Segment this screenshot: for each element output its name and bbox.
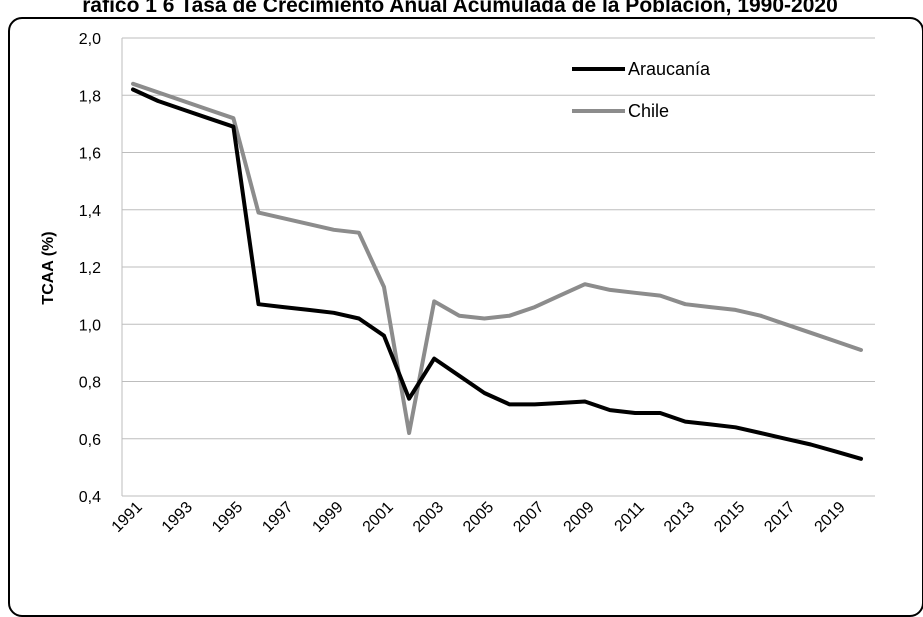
x-tick-label: 2005 (460, 499, 497, 536)
x-tick-label: 1999 (309, 499, 346, 536)
series-lines (131, 81, 863, 461)
series-line-2 (131, 81, 863, 435)
y-axis-ticks: 0,4 0,6 0,8 1,0 1,2 1,4 1,6 1,8 2,0 (79, 31, 101, 506)
x-tick-label: 2007 (510, 499, 547, 536)
x-tick-label: 2017 (761, 499, 798, 536)
x-axis-ticks: 1991 1993 1995 1997 1999 2001 2003 2005 2007 2009… (109, 499, 849, 536)
x-tick-label: 2013 (661, 499, 698, 536)
y-tick-label: 2,0 (79, 31, 101, 48)
y-tick-label: 1,6 (79, 146, 101, 163)
y-axis-title: TCAA (%) (40, 231, 57, 304)
y-tick-label: 0,8 (79, 375, 101, 392)
x-tick-label: 1993 (159, 499, 196, 536)
legend-label: Chile (628, 101, 669, 121)
gridlines (121, 37, 875, 497)
series-line-1 (131, 87, 863, 461)
x-tick-label: 2001 (360, 499, 397, 536)
x-tick-label: 1997 (259, 499, 296, 536)
x-tick-label: 2011 (612, 499, 648, 535)
x-tick-label: 1995 (209, 499, 246, 536)
y-tick-label: 1,8 (79, 88, 101, 105)
x-tick-label: 2009 (561, 499, 598, 536)
page-title: ráfico 1 6 Tasa de Crecimiento Anual Acu… (82, 0, 838, 17)
y-tick-label: 0,6 (79, 432, 101, 449)
y-tick-label: 1,0 (79, 317, 101, 334)
y-tick-label: 1,4 (79, 203, 101, 220)
x-tick-label: 1991 (109, 499, 146, 536)
legend: Araucanía Chile (572, 59, 711, 121)
y-tick-label: 1,2 (79, 260, 101, 277)
y-tick-label: 0,4 (79, 489, 101, 506)
x-tick-label: 2003 (410, 499, 447, 536)
x-tick-label: 2015 (711, 499, 748, 536)
x-tick-label: 2019 (812, 499, 849, 536)
legend-label: Araucanía (628, 59, 711, 79)
